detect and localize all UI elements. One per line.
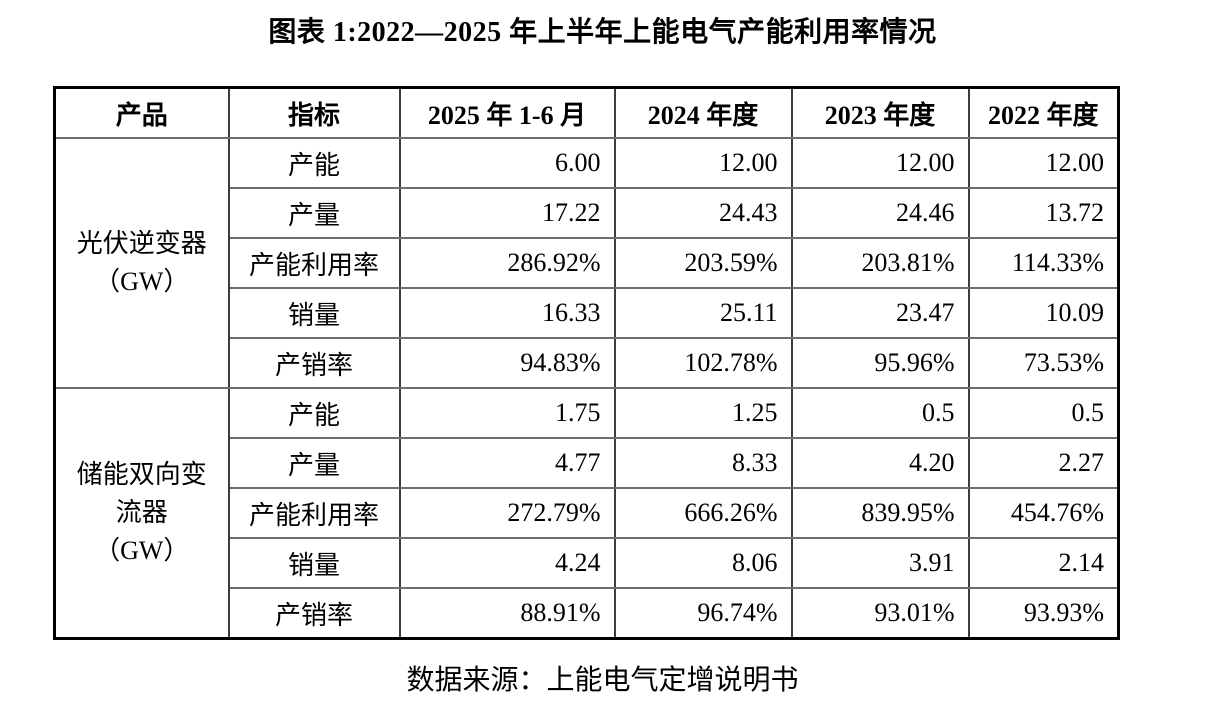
value-cell: 102.78% <box>613 337 793 389</box>
value-cell: 93.01% <box>790 587 970 640</box>
value-cell: 24.46 <box>790 187 970 239</box>
value-cell: 272.79% <box>398 487 616 539</box>
value-cell: 12.00 <box>967 137 1120 189</box>
indicator-cell: 产量 <box>227 187 401 239</box>
product-cell-storage-converter: 储能双向变 流器 （GW） <box>53 387 230 640</box>
value-cell: 96.74% <box>613 587 793 640</box>
value-cell: 203.59% <box>613 237 793 289</box>
value-cell: 88.91% <box>398 587 616 640</box>
value-cell: 666.26% <box>613 487 793 539</box>
value-cell: 203.81% <box>790 237 970 289</box>
value-cell: 4.20 <box>790 437 970 489</box>
value-cell: 12.00 <box>613 137 793 189</box>
table-row: 销量 16.33 25.11 23.47 10.09 <box>55 287 1120 339</box>
value-cell: 3.91 <box>790 537 970 589</box>
product-cell-pv-inverter: 光伏逆变器 （GW） <box>53 137 230 389</box>
header-cell-indicator: 指标 <box>227 86 401 139</box>
indicator-cell: 销量 <box>227 537 401 589</box>
value-cell: 2.14 <box>967 537 1120 589</box>
capacity-utilization-table: 产品 指标 2025 年 1-6 月 2024 年度 2023 年度 2022 … <box>53 86 1120 640</box>
value-cell: 17.22 <box>398 187 616 239</box>
header-row: 产品 指标 2025 年 1-6 月 2024 年度 2023 年度 2022 … <box>53 86 1120 139</box>
indicator-cell: 产销率 <box>227 337 401 389</box>
value-cell: 25.11 <box>613 287 793 339</box>
value-cell: 0.5 <box>790 387 970 439</box>
value-cell: 73.53% <box>967 337 1120 389</box>
value-cell: 8.33 <box>613 437 793 489</box>
value-cell: 1.25 <box>613 387 793 439</box>
value-cell: 2.27 <box>967 437 1120 489</box>
value-cell: 95.96% <box>790 337 970 389</box>
table-row: 产能利用率 272.79% 666.26% 839.95% 454.76% <box>55 487 1120 539</box>
value-cell: 114.33% <box>967 237 1120 289</box>
value-cell: 839.95% <box>790 487 970 539</box>
indicator-cell: 产能 <box>227 387 401 439</box>
indicator-cell: 产能利用率 <box>227 487 401 539</box>
indicator-cell: 产量 <box>227 437 401 489</box>
header-cell-2025h1: 2025 年 1-6 月 <box>398 86 616 139</box>
header-cell-2024: 2024 年度 <box>613 86 793 139</box>
indicator-cell: 产销率 <box>227 587 401 640</box>
indicator-cell: 产能 <box>227 137 401 189</box>
header-cell-product: 产品 <box>53 86 230 139</box>
value-cell: 16.33 <box>398 287 616 339</box>
value-cell: 10.09 <box>967 287 1120 339</box>
header-cell-2023: 2023 年度 <box>790 86 970 139</box>
value-cell: 23.47 <box>790 287 970 339</box>
table-row: 产能利用率 286.92% 203.59% 203.81% 114.33% <box>55 237 1120 289</box>
header-cell-2022: 2022 年度 <box>967 86 1120 139</box>
table-row: 产量 4.77 8.33 4.20 2.27 <box>55 437 1120 489</box>
value-cell: 93.93% <box>967 587 1120 640</box>
value-cell: 454.76% <box>967 487 1120 539</box>
data-source: 数据来源：上能电气定增说明书 <box>406 665 799 696</box>
table-row: 销量 4.24 8.06 3.91 2.14 <box>55 537 1120 589</box>
figure-title: 图表 1:2022—2025 年上半年上能电气产能利用率情况 <box>268 17 937 48</box>
indicator-cell: 销量 <box>227 287 401 339</box>
value-cell: 0.5 <box>967 387 1120 439</box>
value-cell: 6.00 <box>398 137 616 189</box>
value-cell: 1.75 <box>398 387 616 439</box>
value-cell: 24.43 <box>613 187 793 239</box>
indicator-cell: 产能利用率 <box>227 237 401 289</box>
value-cell: 8.06 <box>613 537 793 589</box>
value-cell: 12.00 <box>790 137 970 189</box>
table-row: 产销率 88.91% 96.74% 93.01% 93.93% <box>55 587 1120 640</box>
value-cell: 4.24 <box>398 537 616 589</box>
value-cell: 13.72 <box>967 187 1120 239</box>
table-row: 光伏逆变器 （GW） 产能 6.00 12.00 12.00 12.00 <box>53 137 1120 389</box>
table-row: 产销率 94.83% 102.78% 95.96% 73.53% <box>55 337 1120 389</box>
value-cell: 286.92% <box>398 237 616 289</box>
table-row: 储能双向变 流器 （GW） 产能 1.75 1.25 0.5 0.5 <box>53 387 1120 640</box>
value-cell: 4.77 <box>398 437 616 489</box>
value-cell: 94.83% <box>398 337 616 389</box>
table-row: 产量 17.22 24.43 24.46 13.72 <box>55 187 1120 239</box>
